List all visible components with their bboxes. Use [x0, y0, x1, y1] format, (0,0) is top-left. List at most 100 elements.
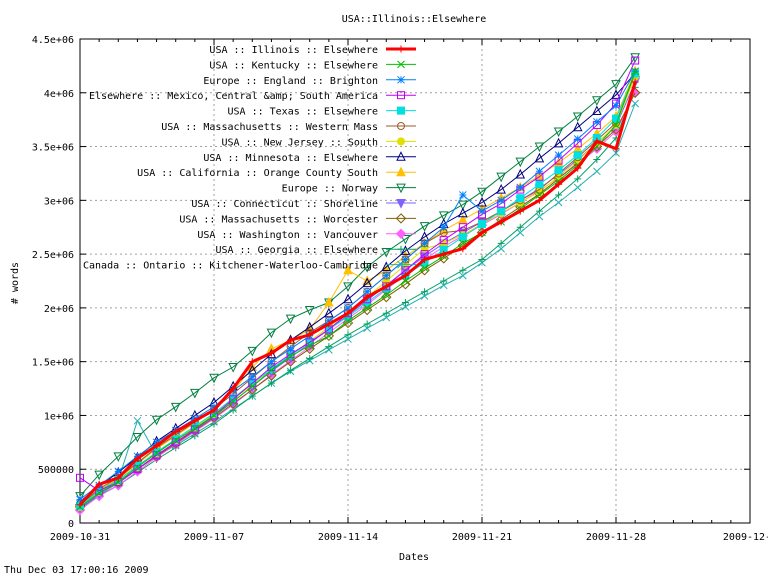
data-point: [554, 151, 563, 160]
y-tick-label: 1e+06: [44, 411, 74, 422]
data-point: [573, 135, 582, 143]
data-point: [75, 492, 85, 502]
series-line: [79, 87, 636, 510]
data-point: [401, 272, 409, 280]
data-point: [76, 473, 84, 482]
data-point: [113, 452, 124, 462]
data-point: [438, 253, 449, 264]
legend-label: USA :: Minnesota :: Elsewhere: [203, 153, 378, 164]
data-point: [397, 45, 405, 53]
data-point: [478, 255, 486, 263]
data-point: [343, 264, 353, 275]
data-point: [458, 200, 468, 211]
data-point: [516, 228, 525, 237]
data-point: [401, 299, 409, 307]
data-point: [611, 80, 621, 90]
data-point: [631, 56, 640, 65]
data-point: [612, 145, 620, 153]
data-point: [343, 293, 353, 304]
data-point: [133, 463, 142, 471]
data-point: [190, 388, 200, 399]
y-tick-label: 1.5e+06: [32, 358, 74, 369]
legend-label: Elsewhere :: Mexico, Central &amp; South…: [89, 91, 378, 102]
plot-frame: [79, 38, 751, 524]
data-point: [535, 167, 544, 176]
data-point: [554, 166, 563, 175]
data-point: [229, 397, 237, 406]
data-point: [267, 357, 276, 366]
data-point: [478, 207, 486, 215]
data-point: [286, 352, 295, 361]
legend-label: USA :: Massachusetts :: Western Mass: [161, 122, 378, 133]
data-point: [397, 245, 405, 253]
data-point: [573, 183, 582, 192]
data-point: [535, 180, 544, 189]
legend-entry: USA :: Illinois :: Elsewhere: [209, 45, 416, 56]
data-point: [191, 417, 199, 425]
y-axis-label: # words: [10, 262, 21, 304]
data-point: [401, 302, 410, 311]
data-point: [397, 137, 405, 146]
data-point: [400, 235, 411, 245]
data-point: [363, 320, 371, 328]
data-point: [553, 157, 564, 167]
data-point: [397, 122, 405, 130]
data-point: [153, 442, 161, 450]
data-point: [477, 196, 487, 207]
series-line: [79, 71, 636, 500]
data-point: [247, 346, 258, 357]
x-tick-label: 2009-11-21: [452, 532, 512, 543]
data-point: [324, 307, 334, 318]
data-point: [534, 142, 545, 153]
data-point: [152, 449, 161, 457]
series-line: [79, 71, 636, 508]
data-point: [229, 385, 237, 393]
legend-entry: USA :: Georgia :: Elsewhere: [215, 245, 416, 256]
data-point: [133, 416, 142, 425]
data-point: [592, 105, 602, 116]
timestamp-footer: Thu Dec 03 17:00:16 2009: [4, 565, 149, 576]
data-point: [287, 336, 295, 344]
legend-entry: USA :: New Jersey :: South: [221, 137, 416, 148]
data-point: [515, 157, 526, 168]
data-point: [592, 96, 602, 106]
data-point: [612, 121, 620, 129]
data-point: [190, 425, 199, 434]
data-point: [497, 244, 505, 253]
y-tick-label: 3.5e+06: [32, 143, 74, 154]
series-10: [75, 53, 640, 502]
data-point: [554, 198, 563, 207]
data-point: [516, 207, 524, 215]
data-point: [248, 382, 257, 391]
data-point: [363, 304, 371, 312]
data-point: [228, 363, 238, 373]
legend-entry: USA :: Kentucky :: Elsewhere: [209, 60, 416, 71]
data-point: [267, 366, 276, 375]
legend-label: USA :: New Jersey :: South: [221, 137, 378, 148]
data-point: [325, 331, 333, 340]
legend-label: USA :: Texas :: Elsewhere: [227, 107, 378, 118]
legend-label: Europe :: Norway: [282, 184, 378, 195]
grid: [80, 39, 750, 523]
data-point: [574, 164, 582, 172]
data-point: [397, 60, 405, 69]
data-point: [612, 101, 620, 110]
data-point: [573, 151, 582, 160]
data-point: [459, 191, 467, 199]
data-point: [396, 151, 406, 161]
data-point: [191, 424, 199, 433]
data-point: [420, 292, 429, 300]
data-point: [458, 223, 467, 232]
data-point: [381, 291, 392, 303]
y-tick-label: 3e+06: [44, 196, 74, 207]
y-tick-label: 2.5e+06: [32, 250, 74, 261]
data-point: [419, 265, 430, 276]
legend-entry: Canada :: Ontario :: Kitchener-Waterloo-…: [83, 261, 416, 272]
data-point: [172, 428, 180, 436]
data-point: [401, 255, 410, 264]
data-point: [496, 183, 506, 194]
data-point: [396, 199, 406, 209]
legend-entry: USA :: Massachusetts :: Worcester: [179, 213, 416, 225]
data-point: [325, 343, 333, 351]
